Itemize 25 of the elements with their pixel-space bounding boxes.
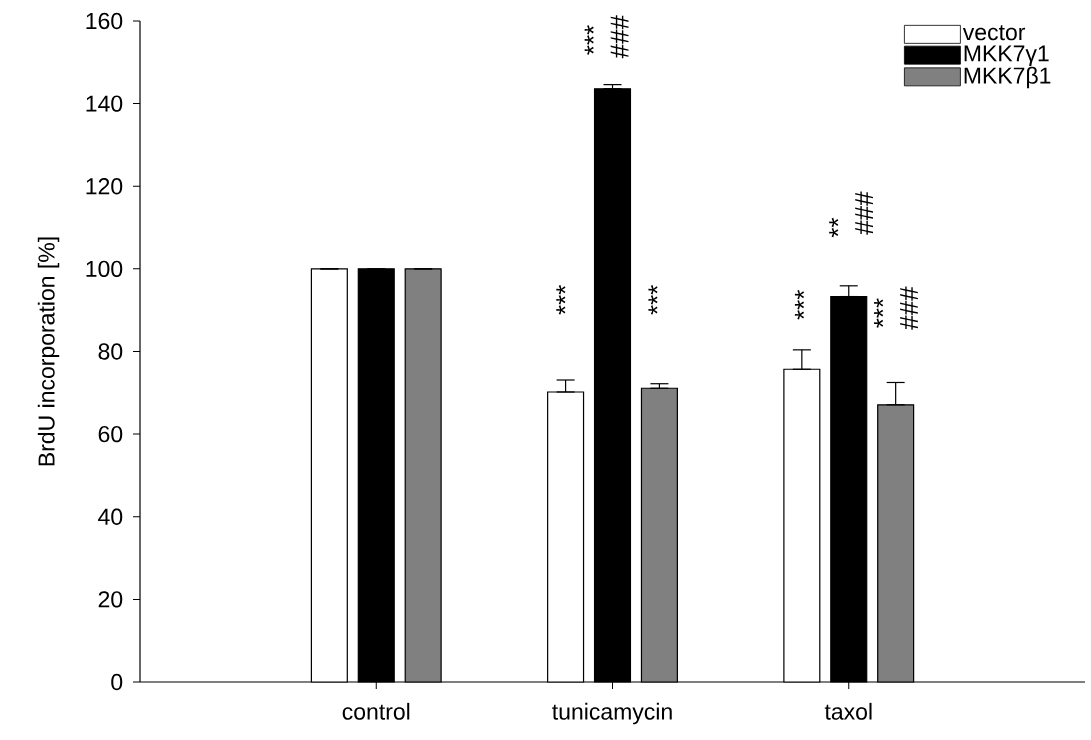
legend-label: MKK7β1: [964, 66, 1051, 89]
y-axis-title: BrdU incorporation [%]: [37, 237, 60, 466]
annotation: **: [829, 217, 839, 238]
annotation: ***: [648, 285, 658, 315]
x-tick-label: taxol: [824, 702, 872, 720]
y-tick-label: 40: [98, 508, 123, 525]
legend-label: MKK7γ1: [964, 45, 1049, 67]
y-tick-label: 0: [111, 673, 123, 691]
annotation: ***: [794, 290, 805, 320]
y-tick-label: 60: [98, 425, 123, 443]
x-tick-label: control: [342, 702, 410, 720]
y-tick-label: 80: [98, 343, 123, 360]
annotation: ***: [556, 285, 566, 315]
annotation: ###: [855, 191, 874, 235]
legend-label: vector: [962, 25, 1026, 41]
y-tick-label: 120: [86, 178, 123, 195]
y-tick-label: 160: [86, 12, 123, 30]
annotation: ***: [584, 25, 594, 55]
y-tick-label: 100: [86, 260, 123, 278]
x-tick-label: tunicamycin: [552, 702, 672, 725]
annotation: ###: [900, 286, 918, 330]
annotation: ***: [874, 298, 884, 328]
y-tick-label: 140: [86, 95, 123, 112]
y-tick-label: 20: [98, 591, 123, 608]
annotation: ###: [610, 15, 629, 59]
